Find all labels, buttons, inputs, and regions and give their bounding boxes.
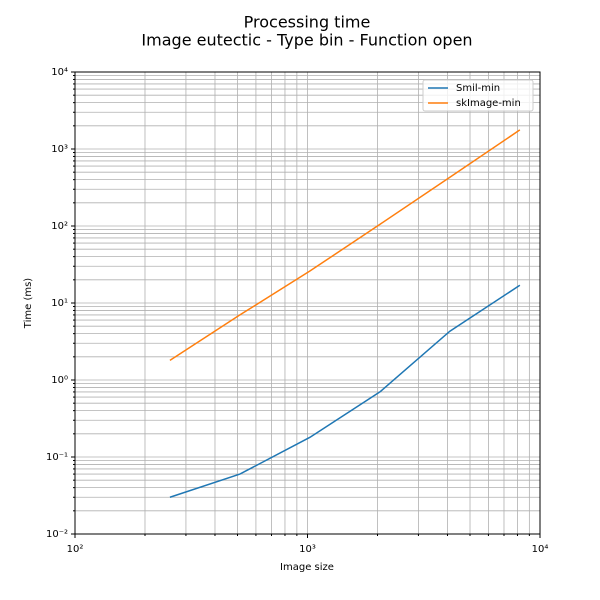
plot-frame [74, 71, 541, 535]
legend-label: skImage-min [456, 98, 521, 109]
y-tick-label: 10⁻¹ [46, 452, 68, 463]
chart-subtitle: Image eutectic - Type bin - Function ope… [141, 31, 472, 50]
x-tick-label: 10⁴ [532, 544, 549, 555]
legend-label: Smil-min [456, 83, 500, 94]
x-axis-label: Image size [280, 562, 334, 573]
series-line [169, 129, 521, 361]
y-axis-label: Time (ms) [23, 278, 34, 330]
y-tick-label: 10⁰ [51, 375, 68, 386]
chart-title: Processing time [244, 13, 371, 32]
legend-box [422, 79, 534, 112]
series-line [169, 284, 521, 498]
x-tick-label: 10³ [299, 544, 316, 555]
y-tick-label: 10⁻² [46, 529, 68, 540]
y-tick-label: 10³ [51, 144, 68, 155]
x-tick-label: 10² [67, 544, 84, 555]
y-tick-label: 10⁴ [51, 67, 68, 78]
y-tick-label: 10¹ [51, 298, 68, 309]
y-tick-label: 10² [51, 221, 68, 232]
